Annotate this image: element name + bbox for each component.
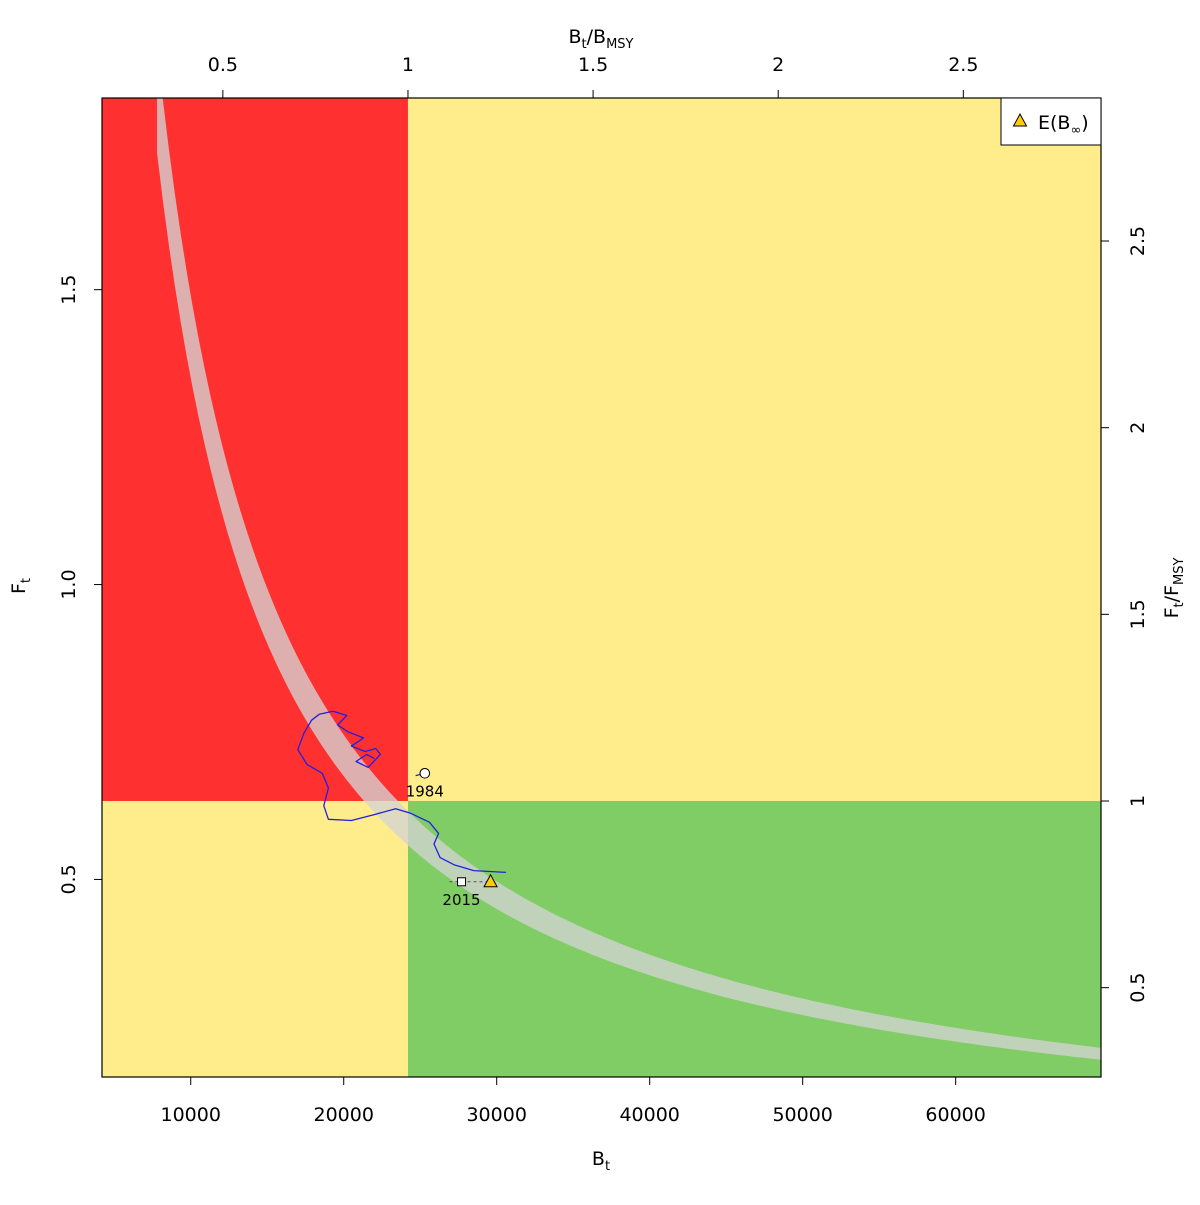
x-tick-label: 40000 bbox=[619, 1104, 679, 1126]
trajectory-line bbox=[297, 710, 506, 874]
y-axis-title-sub: t bbox=[19, 578, 34, 583]
y-tick-label: 1.0 bbox=[58, 569, 80, 599]
start-year-label: 1984 bbox=[406, 782, 444, 800]
x2-tick-label: 2 bbox=[772, 54, 784, 76]
y2-tick-label: 0.5 bbox=[1127, 973, 1149, 1003]
x-tick-label: 30000 bbox=[466, 1104, 526, 1126]
end-year-label: 2015 bbox=[442, 891, 480, 909]
plot-frame bbox=[101, 97, 1102, 1078]
x2-axis-title-num-base: B bbox=[568, 26, 581, 48]
x2-axis-title: Bt/BMSY bbox=[568, 26, 633, 52]
legend-label-end: ) bbox=[1081, 112, 1088, 134]
start-point-marker bbox=[419, 767, 431, 779]
y-tick-label: 1.5 bbox=[58, 275, 80, 305]
y2-tick-label: 2 bbox=[1127, 422, 1149, 434]
legend-label-base: E(B bbox=[1038, 112, 1070, 134]
x2-tick-label: 1 bbox=[402, 54, 414, 76]
msy-band bbox=[157, 98, 1101, 1060]
y2-axis-title-den-base: F bbox=[1161, 585, 1183, 596]
y2-axis-title: Ft/FMSY bbox=[1161, 558, 1187, 619]
x-tick-label: 20000 bbox=[313, 1104, 373, 1126]
x2-axis-title-den-sub: MSY bbox=[606, 37, 633, 52]
x2-tick-label: 1.5 bbox=[578, 54, 608, 76]
x2-axis-title-den-base: B bbox=[593, 26, 606, 48]
y-axis-title-base: F bbox=[8, 583, 30, 594]
end-point-marker bbox=[457, 877, 467, 887]
legend: E(B∞) bbox=[1000, 97, 1102, 146]
x2-tick-label: 2.5 bbox=[948, 54, 978, 76]
y2-tick-label: 2.5 bbox=[1127, 226, 1149, 256]
y2-tick-label: 1.5 bbox=[1127, 599, 1149, 629]
status-zones bbox=[102, 98, 1102, 1077]
y2-tick-label: 1 bbox=[1127, 795, 1149, 807]
y2-axis-title-den-sub: MSY bbox=[1172, 558, 1187, 585]
x2-axis-title-slash: / bbox=[587, 26, 594, 48]
axes: 10000 20000 30000 40000 50000 60000 0.5 1.0 1.5 0… bbox=[8, 26, 1187, 1174]
overfished-zone bbox=[102, 800, 408, 1077]
legend-label: E(B∞) bbox=[1038, 112, 1089, 138]
legend-triangle-icon bbox=[1012, 112, 1028, 127]
x2-axis-title-num-sub: t bbox=[582, 37, 587, 52]
forecast-marker bbox=[483, 873, 498, 888]
trajectory-markers: 1984 2015 bbox=[406, 767, 498, 909]
y2-axis-title-num-base: F bbox=[1161, 607, 1183, 618]
healthy-zone bbox=[407, 800, 1102, 1077]
x-axis-title: Bt bbox=[592, 1148, 610, 1174]
overfishing-zone bbox=[407, 98, 1102, 801]
x-tick-label: 60000 bbox=[925, 1104, 985, 1126]
y2-axis-title-slash: / bbox=[1161, 595, 1183, 602]
x-axis-title-base: B bbox=[592, 1148, 605, 1170]
y2-axis-title-num-sub: t bbox=[1172, 602, 1187, 607]
legend-label-sub: ∞ bbox=[1070, 123, 1081, 138]
msy-band-clipped bbox=[157, 98, 1101, 1060]
y-tick-label: 0.5 bbox=[58, 864, 80, 894]
msy-band-area bbox=[157, 98, 1101, 1060]
x2-tick-label: 0.5 bbox=[208, 54, 238, 76]
x-tick-label: 10000 bbox=[161, 1104, 221, 1126]
overfished-overfishing-zone bbox=[102, 98, 408, 801]
x-axis-title-sub: t bbox=[605, 1159, 610, 1174]
x-tick-label: 50000 bbox=[772, 1104, 832, 1126]
y-axis-title: Ft bbox=[8, 578, 34, 594]
